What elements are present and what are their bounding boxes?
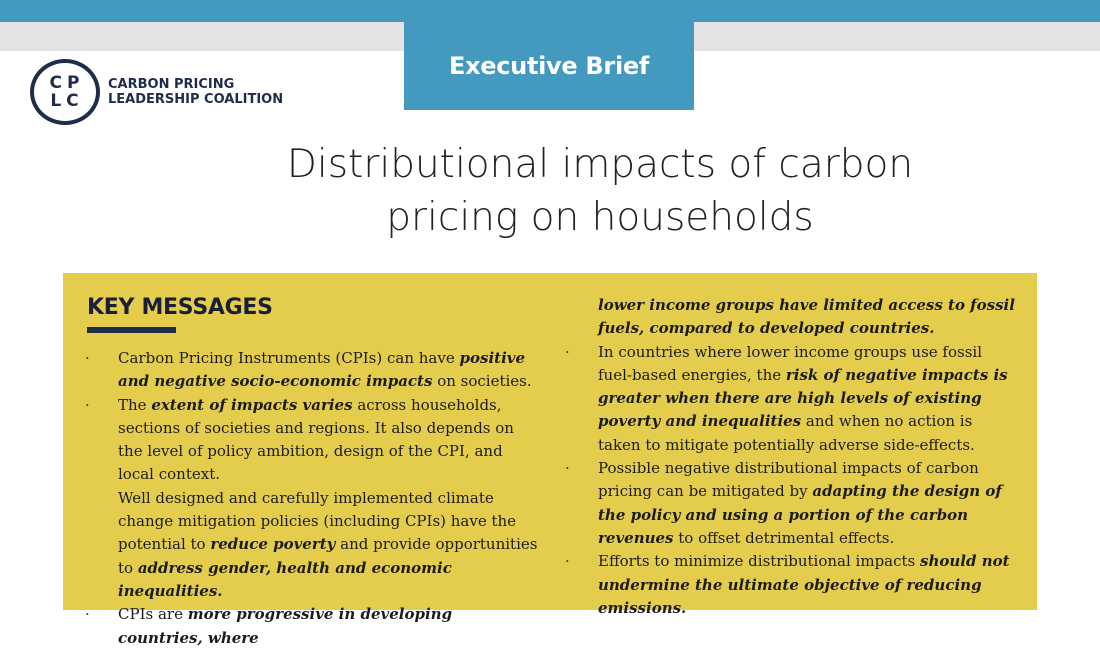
logo-letters-bottom: LC bbox=[50, 91, 84, 111]
logo-letters-top: CP bbox=[49, 73, 85, 93]
list-item: Carbon Pricing Instruments (CPIs) can ha… bbox=[85, 347, 538, 394]
list-item: CPIs are more progressive in developing … bbox=[85, 603, 538, 650]
executive-brief-tab: Executive Brief bbox=[404, 22, 694, 110]
list-item-continuation: lower income groups have limited access … bbox=[598, 296, 1015, 338]
list-item-continuation: Well designed and carefully implemented … bbox=[118, 488, 538, 600]
list-item: Possible negative distributional impacts… bbox=[565, 457, 1018, 550]
cplc-logo-mark: CP LC bbox=[30, 59, 100, 125]
executive-brief-label: Executive Brief bbox=[448, 52, 650, 80]
logo-wordmark: CARBON PRICING LEADERSHIP COALITION bbox=[108, 77, 283, 107]
logo-line-2: LEADERSHIP COALITION bbox=[108, 92, 284, 107]
page-title: Distributional impacts of carbon pricing… bbox=[150, 138, 1050, 244]
key-messages-box: KEY MESSAGES Carbon Pricing Instruments … bbox=[63, 273, 1037, 647]
list-item: In countries where lower income groups u… bbox=[565, 341, 1018, 457]
right-column: lower income groups have limited access … bbox=[565, 294, 1018, 620]
cplc-logo: CP LC CARBON PRICING LEADERSHIP COALITIO… bbox=[30, 59, 283, 125]
key-messages-heading: KEY MESSAGES bbox=[87, 295, 273, 320]
list-item: Efforts to minimize distributional impac… bbox=[565, 550, 1018, 620]
list-item: The extent of impacts varies across hous… bbox=[85, 394, 538, 487]
title-line-2: pricing on households bbox=[386, 195, 814, 240]
title-line-1: Distributional impacts of carbon bbox=[286, 142, 914, 187]
logo-line-1: CARBON PRICING bbox=[108, 77, 235, 92]
left-column: Carbon Pricing Instruments (CPIs) can ha… bbox=[85, 347, 538, 650]
top-accent-bar bbox=[0, 0, 1100, 22]
heading-underline bbox=[87, 327, 176, 333]
